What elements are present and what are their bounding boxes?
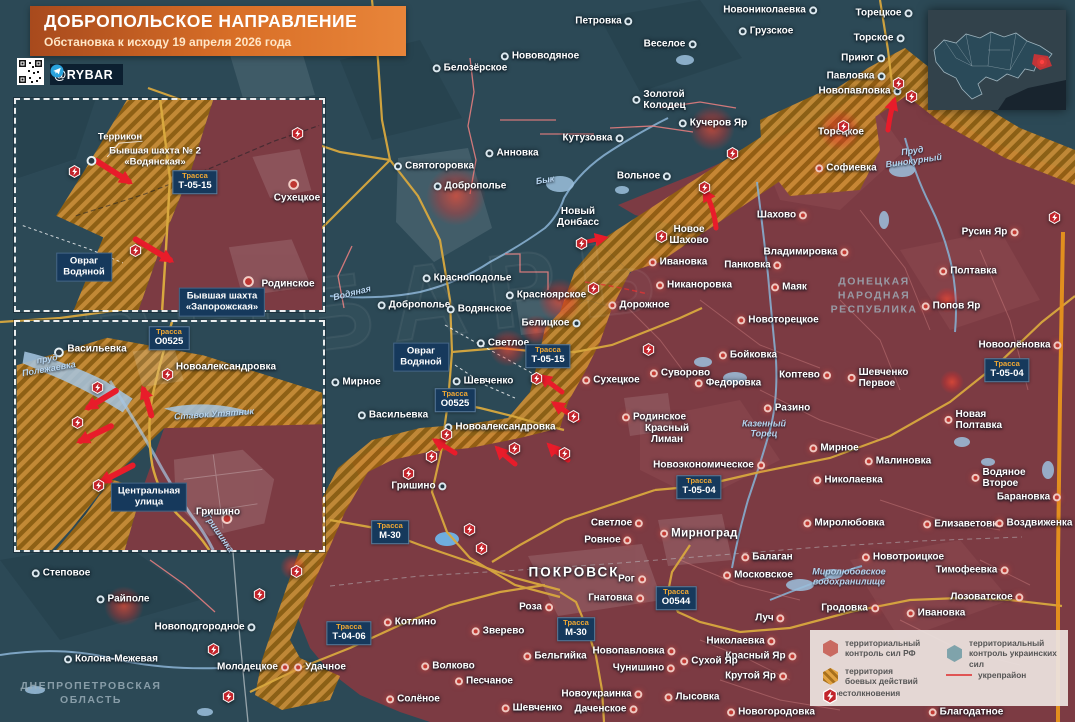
legend-item-label: укрепрайон bbox=[978, 670, 1027, 680]
legend-item-label: территориальный контроль украинских сил bbox=[969, 638, 1057, 669]
legend-item: территория боевых действий bbox=[822, 666, 918, 687]
page-title: ДОБРОПОЛЬСКОЕ НАПРАВЛЕНИЕ bbox=[44, 11, 358, 31]
inset-novoaleksandrovka bbox=[14, 320, 325, 552]
legend-item-label: территория боевых действий bbox=[845, 666, 918, 687]
inset2-canvas bbox=[16, 322, 323, 550]
map-legend: территориальный контроль сил РФ территори… bbox=[810, 630, 1068, 706]
telegram-badge: @RYBAR bbox=[50, 64, 124, 85]
page-subtitle: Обстановка к исходу 19 апреля 2026 года bbox=[44, 35, 292, 49]
header-banner: ДОБРОПОЛЬСКОЕ НАПРАВЛЕНИЕ Обстановка к и… bbox=[30, 6, 406, 56]
legend-item: территориальный контроль украинских сил bbox=[946, 638, 1068, 669]
telegram-icon bbox=[50, 64, 64, 78]
ukraine-minimap bbox=[928, 10, 1066, 110]
inset-vodyanskaya-mine bbox=[14, 98, 325, 312]
legend-item: боестолкновения bbox=[822, 688, 901, 704]
combat-zone-icon bbox=[823, 667, 838, 685]
rf-control-icon bbox=[823, 639, 838, 657]
fortified-line-icon bbox=[946, 674, 972, 677]
channel-name: @RYBAR bbox=[54, 67, 114, 82]
ua-control-icon bbox=[947, 645, 962, 663]
inset1-canvas bbox=[16, 100, 323, 310]
oblast-border bbox=[232, 551, 249, 722]
lakes bbox=[25, 55, 1054, 716]
legend-item-label: территориальный контроль сил РФ bbox=[845, 638, 921, 659]
legend-item: укрепрайон bbox=[946, 670, 1026, 680]
legend-item: территориальный контроль сил РФ bbox=[822, 638, 920, 659]
legend-item-label: боестолкновения bbox=[828, 688, 901, 698]
